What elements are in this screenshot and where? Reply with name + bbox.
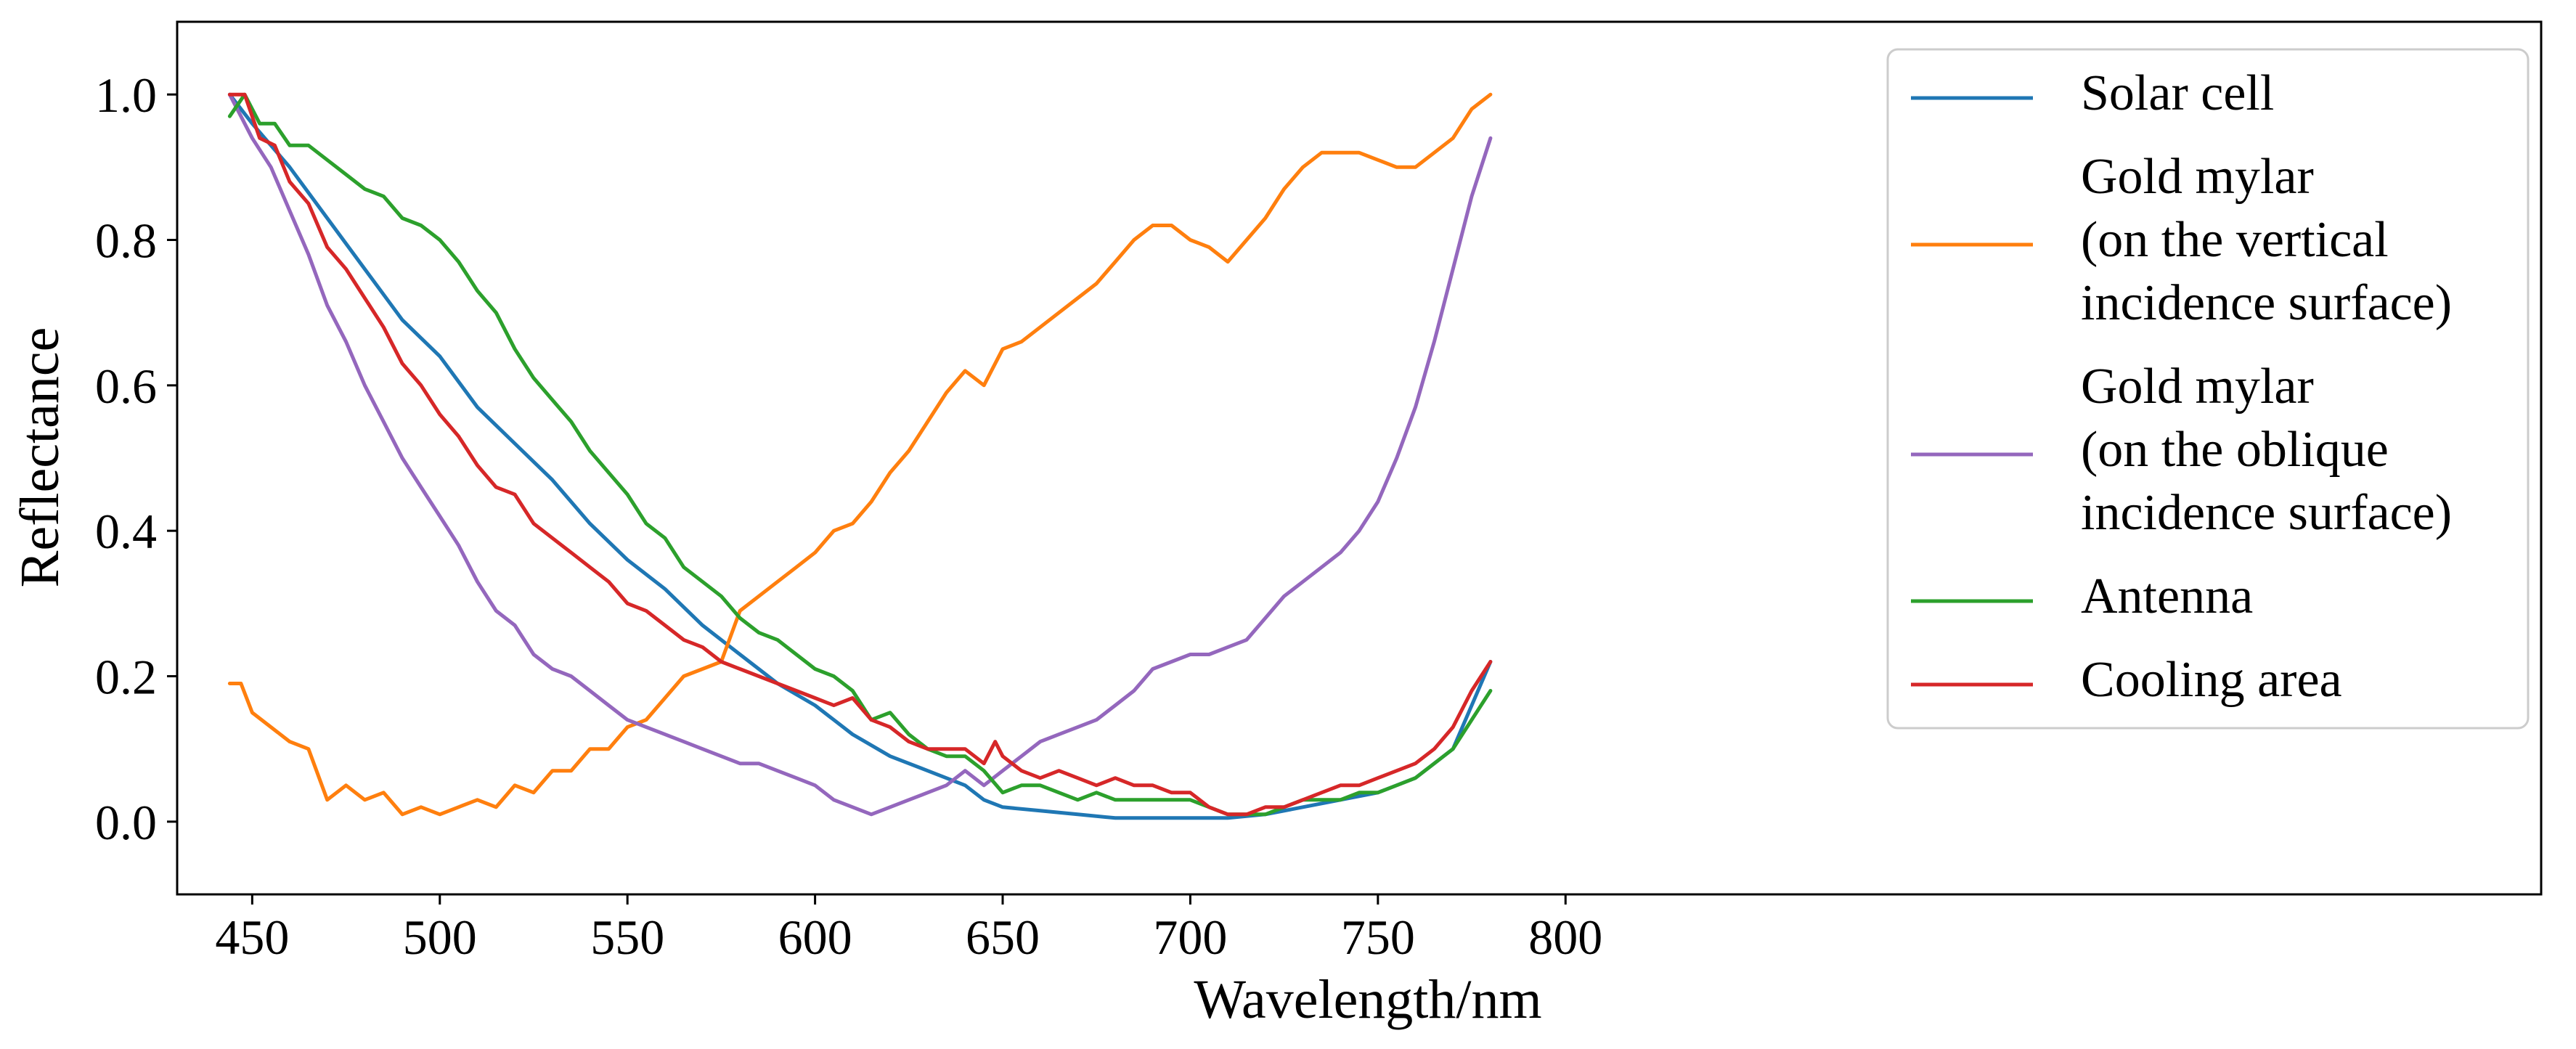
plot-frame bbox=[176, 20, 2543, 896]
legend-label-line: Cooling area bbox=[2081, 652, 2342, 708]
x-tick-label: 700 bbox=[1153, 910, 1227, 965]
legend-label-line: incidence surface) bbox=[2081, 485, 2452, 541]
x-tick-label: 800 bbox=[1528, 910, 1602, 965]
legend-entry-label: Solar cell bbox=[2081, 65, 2274, 121]
legend-label-line: incidence surface) bbox=[2081, 275, 2452, 331]
legend-entry-label: Antenna bbox=[2081, 568, 2253, 624]
series-line-antenna bbox=[227, 92, 1493, 817]
x-tick-label: 600 bbox=[778, 910, 852, 965]
x-tick-label: 750 bbox=[1341, 910, 1415, 965]
legend-entry-label: Gold mylar (on the oblique incidence surfa… bbox=[2081, 359, 2452, 541]
y-tick-label: 0.8 bbox=[95, 213, 157, 269]
legend-entry-label: Gold mylar (on the vertical incidence surf… bbox=[2081, 149, 2452, 331]
x-tick-label: 550 bbox=[590, 910, 664, 965]
y-tick-label: 0.6 bbox=[95, 359, 157, 414]
legend: Solar cell Gold mylar (on the vertical inci… bbox=[1886, 48, 2530, 730]
x-axis-ticks: 450 500 550 600 650 700 750 800 bbox=[215, 894, 1602, 965]
legend-label-line: Antenna bbox=[2081, 568, 2253, 624]
y-tick-label: 0.2 bbox=[95, 650, 157, 705]
legend-label-line: (on the vertical bbox=[2081, 212, 2389, 268]
legend-label-line: Solar cell bbox=[2081, 65, 2274, 121]
legend-entries: Solar cell Gold mylar (on the vertical inci… bbox=[1911, 65, 2452, 708]
y-axis-ticks: 0.0 0.2 0.4 0.6 0.8 1.0 bbox=[95, 68, 177, 850]
series-line-gold-mylar-on-the-oblique-incidence-surface bbox=[227, 92, 1493, 817]
series-line-gold-mylar-on-the-vertical-incidence-surface bbox=[227, 92, 1493, 817]
legend-entry-label: Cooling area bbox=[2081, 652, 2342, 708]
legend-box bbox=[1886, 48, 2530, 730]
x-tick-label: 500 bbox=[403, 910, 477, 965]
y-tick-label: 0.4 bbox=[95, 504, 157, 559]
y-tick-label: 1.0 bbox=[95, 68, 157, 123]
x-axis-label: Wavelength/nm bbox=[1194, 969, 1541, 1030]
legend-label-line: Gold mylar bbox=[2081, 359, 2314, 415]
legend-label-line: Gold mylar bbox=[2081, 149, 2314, 205]
x-tick-label: 450 bbox=[215, 910, 289, 965]
x-tick-label: 650 bbox=[966, 910, 1040, 965]
plot-area bbox=[227, 92, 1493, 820]
legend-label-line: (on the oblique bbox=[2081, 422, 2389, 478]
y-axis-label: Reflectance bbox=[9, 327, 70, 588]
y-tick-label: 0.0 bbox=[95, 795, 157, 850]
series-line-cooling-area bbox=[227, 92, 1493, 817]
